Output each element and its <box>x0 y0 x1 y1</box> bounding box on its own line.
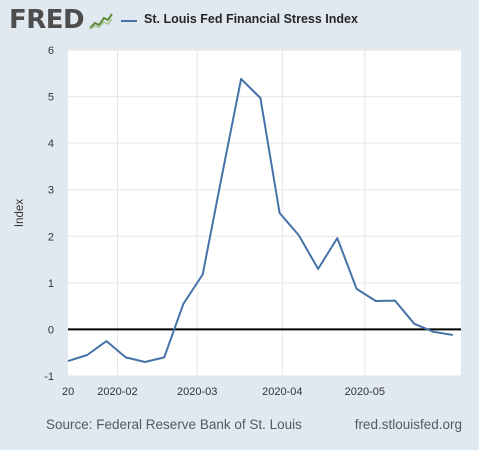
y-tick-label: 3 <box>48 185 54 197</box>
y-tick-label: 1 <box>48 278 54 290</box>
y-tick-label: 0 <box>48 324 54 336</box>
fred-url-link[interactable]: fred.stlouisfed.org <box>354 417 462 432</box>
fred-logo[interactable]: FRED <box>9 5 85 35</box>
y-tick-label: -1 <box>44 371 54 383</box>
y-tick-label: 6 <box>48 45 54 57</box>
series-line <box>67 77 453 363</box>
y-tick-label: 5 <box>48 92 54 104</box>
x-tick-label: 2020-05 <box>345 386 385 398</box>
chart-footer: Source: Federal Reserve Bank of St. Loui… <box>0 415 479 437</box>
y-axis-label: Index <box>14 199 26 227</box>
chart-header: FRED St. Louis Fed Financial Stress Inde… <box>0 0 479 42</box>
y-tick-label: 2 <box>48 231 54 243</box>
legend-series-name[interactable]: St. Louis Fed Financial Stress Index <box>144 12 358 26</box>
y-tick-label: 4 <box>48 138 54 150</box>
line-chart: -1 0 1 2 3 4 5 6 20 2020-02 2020-03 2020-04 2020-05 I… <box>14 45 461 398</box>
x-tick-label: 2020-03 <box>177 386 217 398</box>
x-tick-label: 2020-04 <box>262 386 302 398</box>
x-tick-label: 2020-02 <box>97 386 137 398</box>
source-note: Source: Federal Reserve Bank of St. Loui… <box>46 417 302 432</box>
legend-swatch <box>121 20 137 22</box>
x-tick-label: 20 <box>62 386 74 398</box>
fred-trend-graph-icon <box>89 12 113 30</box>
plot-area <box>68 50 461 376</box>
